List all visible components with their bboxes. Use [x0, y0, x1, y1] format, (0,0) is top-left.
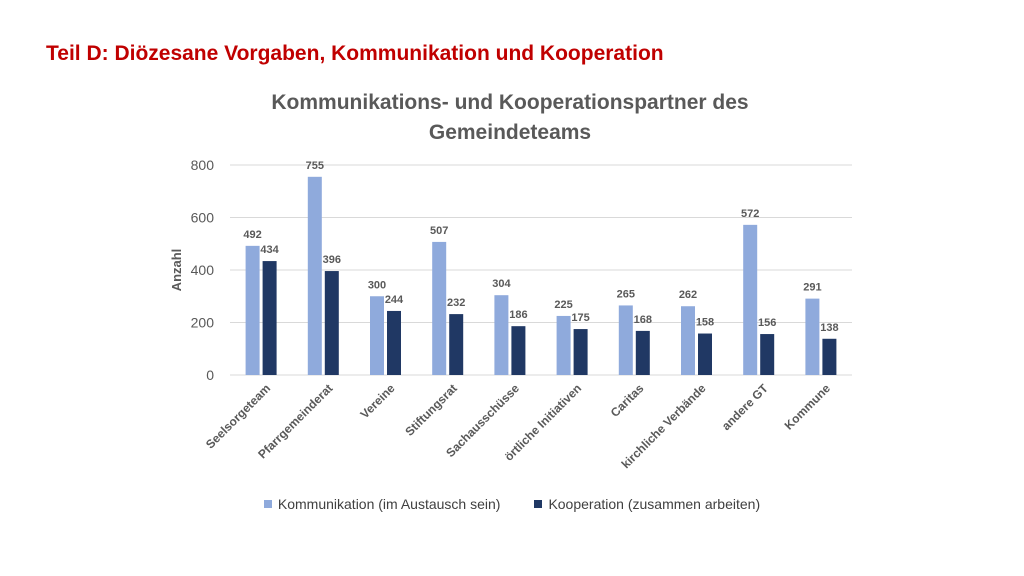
bar-kooperation: [822, 338, 837, 375]
data-label: 186: [509, 309, 527, 321]
legend-swatch-kooperation: [534, 500, 543, 508]
y-axis-label: Anzahl: [169, 249, 184, 292]
data-label: 225: [554, 299, 572, 311]
x-tick-label: Caritas: [608, 381, 647, 420]
bar-kooperation: [387, 310, 401, 375]
bar-kommunikation: [681, 306, 695, 375]
bar-kommunikation: [743, 224, 758, 375]
legend-label-kommunikation: Kommunikation (im Austausch sein): [277, 496, 501, 512]
bar-kommunikation: [556, 315, 571, 375]
data-label: 572: [741, 208, 759, 220]
bar-kooperation: [511, 326, 526, 375]
x-tick-label: Vereine: [358, 381, 398, 421]
bar-kooperation: [573, 329, 588, 375]
data-label: 138: [820, 322, 838, 334]
x-tick-label: andere GT: [719, 381, 771, 433]
data-label: 244: [385, 294, 404, 306]
data-label: 232: [447, 297, 465, 309]
y-tick-label: 200: [191, 315, 215, 331]
data-label: 492: [243, 229, 261, 241]
bar-kooperation: [262, 261, 277, 375]
data-label: 156: [758, 317, 776, 329]
y-tick-label: 800: [191, 157, 215, 173]
legend-label-kooperation: Kooperation (zusammen arbeiten): [548, 496, 761, 512]
x-tick-label: Stiftungsrat: [402, 381, 460, 439]
slide-title: Teil D: Diözesane Vorgaben, Kommunikatio…: [46, 42, 664, 65]
bar-kooperation: [635, 330, 650, 375]
data-label: 291: [803, 282, 821, 294]
y-tick-label: 600: [191, 210, 215, 226]
data-label: 396: [323, 254, 341, 266]
legend: Kommunikation (im Austausch sein) Kooper…: [0, 496, 1024, 512]
bar-kooperation: [698, 333, 712, 375]
chart-title: Kommunikations- und Kooperationspartner …: [271, 91, 749, 144]
data-label: 434: [260, 244, 279, 256]
legend-swatch-kommunikation: [263, 500, 272, 508]
data-label: 507: [430, 225, 448, 237]
y-tick-label: 400: [191, 262, 215, 278]
legend-item-kooperation: Kooperation (zusammen arbeiten): [534, 496, 760, 512]
x-tick-label: Seelsorgeteam: [203, 381, 273, 451]
bar-kommunikation: [494, 295, 509, 375]
bar-kooperation: [760, 334, 775, 375]
data-label: 158: [696, 317, 714, 329]
data-label: 755: [306, 160, 324, 172]
data-label: 175: [571, 312, 589, 324]
data-label: 300: [368, 279, 386, 291]
bar-kooperation: [324, 271, 339, 375]
bar-kommunikation: [432, 241, 447, 375]
data-label: 262: [679, 289, 697, 301]
x-tick-label: Kommune: [782, 381, 834, 433]
y-tick-label: 0: [206, 367, 214, 383]
data-label: 168: [634, 314, 652, 326]
bar-kooperation: [449, 314, 464, 375]
data-label: 265: [617, 288, 635, 300]
bar-kommunikation: [370, 296, 384, 375]
bar-kommunikation: [307, 176, 322, 375]
bar-kommunikation: [245, 245, 260, 375]
bar-kommunikation: [618, 305, 633, 375]
bar-kommunikation: [805, 298, 820, 375]
data-label: 304: [492, 278, 511, 290]
legend-item-kommunikation: Kommunikation (im Austausch sein): [263, 496, 501, 512]
